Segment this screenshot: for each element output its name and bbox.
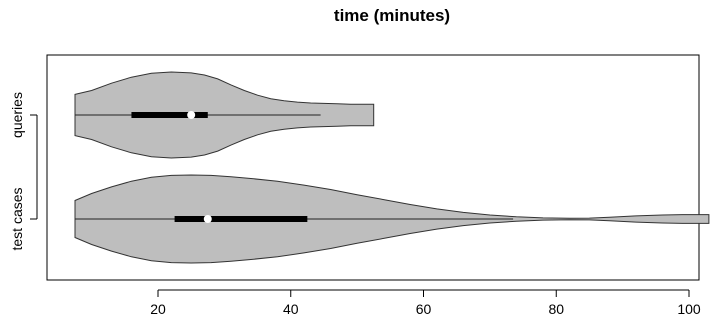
median-point-queries <box>187 111 196 119</box>
violin-queries <box>74 71 375 159</box>
x-tick-label: 20 <box>150 301 166 317</box>
plot-area <box>46 54 700 281</box>
x-tick-label: 80 <box>548 301 564 317</box>
violins-layer <box>74 71 710 264</box>
y-axis: queries test cases <box>9 92 38 251</box>
x-axis: 20 40 60 80 100 <box>150 289 701 317</box>
violin-test-cases <box>74 174 710 264</box>
chart-title: time (minutes) <box>334 6 450 25</box>
x-tick-label: 100 <box>677 301 701 317</box>
x-tick-label: 40 <box>283 301 299 317</box>
median-point-test-cases <box>203 215 212 223</box>
x-tick-label: 60 <box>416 301 432 317</box>
y-tick-label-queries: queries <box>9 92 25 138</box>
y-tick-label-test-cases: test cases <box>9 187 25 250</box>
